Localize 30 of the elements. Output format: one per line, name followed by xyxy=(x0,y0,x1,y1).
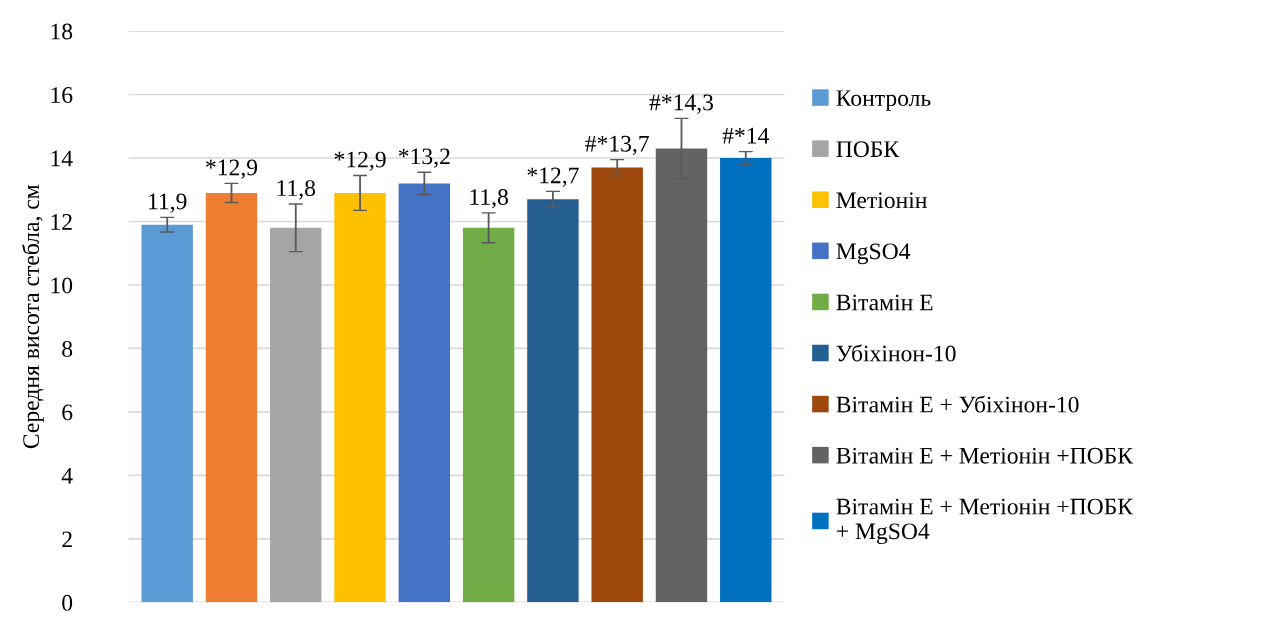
y-tick-label: 6 xyxy=(62,404,73,421)
legend-label: Вітамін Е + Метіонін +ПОБК xyxy=(836,447,1134,464)
legend-label: Контроль xyxy=(836,90,931,111)
data-label: *12,9 xyxy=(334,151,386,171)
y-tick-label: 14 xyxy=(51,150,73,167)
legend-label: Убіхінон-10 xyxy=(836,344,956,362)
data-label: #*13,7 xyxy=(585,135,649,156)
y-axis-title: Середня висота стебла, см xyxy=(21,184,44,449)
data-label: *12,9 xyxy=(206,159,258,179)
data-label: *13,2 xyxy=(398,148,450,168)
data-label: #*14,3 xyxy=(649,94,714,114)
y-tick-label: 8 xyxy=(62,340,73,357)
legend-label: Вітамін Е xyxy=(836,294,933,311)
legend-label: MgSO4 xyxy=(836,243,911,265)
y-tick-label: 2 xyxy=(62,531,72,548)
legend-label: Метіонін xyxy=(836,192,927,209)
data-label: 11,8 xyxy=(277,180,316,200)
y-tick-label: 10 xyxy=(51,277,73,294)
data-label: #*14 xyxy=(722,127,770,144)
data-label: 11,8 xyxy=(470,189,508,209)
legend-label: Вітамін Е + Убіхінон-10 xyxy=(836,395,1079,413)
y-tick-label: 16 xyxy=(51,87,73,103)
legend-label: Вітамін Е + Метіонін +ПОБК + MgSO4 xyxy=(836,498,1134,545)
y-tick-label: 0 xyxy=(62,594,73,611)
data-label: *12,7 xyxy=(527,167,579,187)
legend-label: ПОБК xyxy=(836,141,900,158)
y-tick-label: 12 xyxy=(51,214,72,230)
y-tick-label: 4 xyxy=(61,468,73,484)
y-tick-label: 18 xyxy=(51,23,73,40)
data-label: 11,9 xyxy=(149,193,187,213)
